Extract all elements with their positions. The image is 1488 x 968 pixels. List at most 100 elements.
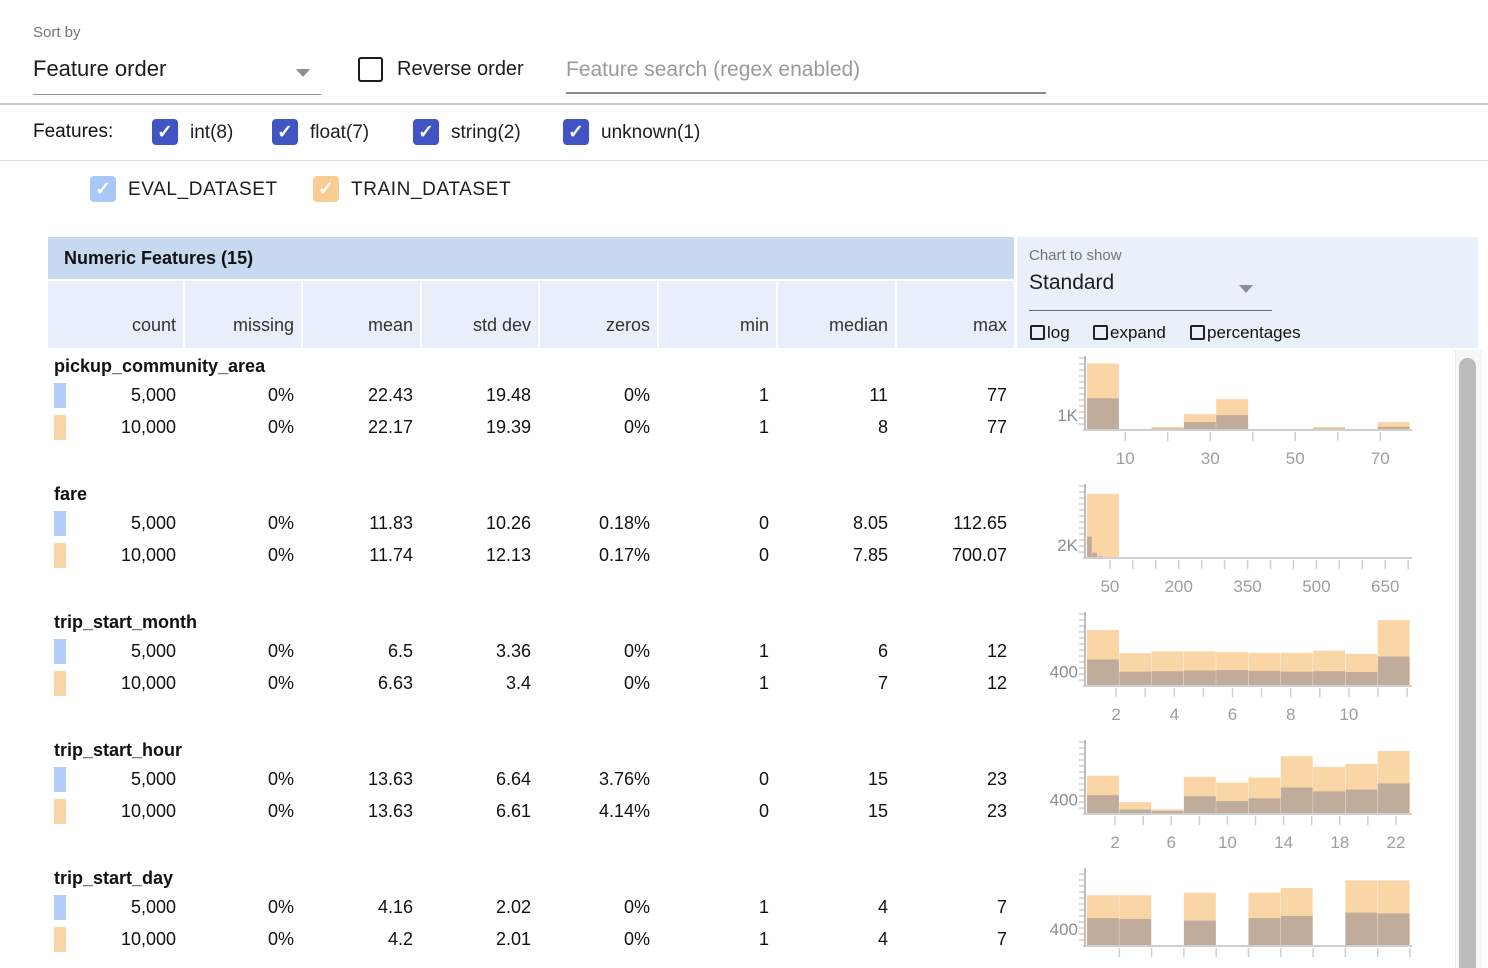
stat-value: 77 xyxy=(986,417,1007,437)
stat-value: 7.85 xyxy=(852,545,888,565)
chevron-down-icon[interactable] xyxy=(296,69,310,77)
hist-bar-eval xyxy=(1119,671,1152,686)
hist-bar-eval xyxy=(1377,656,1410,686)
stat-value: 700.07 xyxy=(951,545,1007,565)
vertical-scrollbar-thumb[interactable] xyxy=(1459,358,1476,968)
hist-bar-eval xyxy=(1119,809,1152,814)
stat-value: 0% xyxy=(267,673,294,693)
sort-by-label: Sort by xyxy=(33,24,81,41)
stat-value: 22.43 xyxy=(367,385,413,405)
histogram-trip_start_month: 400 2 4 6 8 10 xyxy=(1050,612,1412,724)
stat-value: 13.63 xyxy=(367,801,413,821)
feature-name: trip_start_month xyxy=(54,612,198,632)
hist-bar-train xyxy=(1280,652,1313,686)
stat-value: 12 xyxy=(986,641,1007,661)
stat-value: 3.36 xyxy=(495,641,531,661)
hist-bar-eval xyxy=(1377,783,1410,814)
chart-option-label: percentages xyxy=(1207,323,1301,342)
stat-value: 4 xyxy=(877,929,888,949)
checkbox-checked-icon[interactable]: ✓ xyxy=(413,119,439,145)
reverse-order-label: Reverse order xyxy=(397,58,524,80)
svg-text:6: 6 xyxy=(1167,833,1176,852)
stat-value: 5,000 xyxy=(130,385,176,405)
stat-value: 2.02 xyxy=(495,897,531,917)
feature-type-filter-label: float(7) xyxy=(310,122,370,143)
train-dataset-marker xyxy=(54,927,66,952)
stat-value: 11 xyxy=(869,385,888,405)
train-stats-row: 10,000 0% 22.17 19.39 0% 1 8 77 xyxy=(48,415,1014,441)
hist-bar-eval xyxy=(1345,672,1378,686)
histogram-trip_start_day: 400 xyxy=(1050,868,1412,957)
stat-value: 112.65 xyxy=(953,513,1007,533)
hist-bar-eval xyxy=(1087,398,1119,430)
hist-bar-eval xyxy=(1216,670,1249,686)
hist-bar-train xyxy=(1280,888,1313,946)
check-icon: ✓ xyxy=(95,178,111,200)
stat-value: 23 xyxy=(986,769,1007,789)
svg-text:8: 8 xyxy=(1286,705,1295,724)
eval-stats-row: 5,000 0% 13.63 6.64 3.76% 0 15 23 xyxy=(48,767,1014,793)
stat-value: 0% xyxy=(267,545,294,565)
stat-value: 0% xyxy=(623,673,650,693)
chart-option-checkbox[interactable] xyxy=(1093,325,1108,340)
checkbox-checked-icon[interactable]: ✓ xyxy=(563,119,589,145)
dataset-checkbox[interactable]: ✓ xyxy=(313,176,339,202)
hist-bar-eval xyxy=(1092,552,1097,558)
hist-bar-train xyxy=(1087,630,1119,686)
column-header-min: min xyxy=(659,281,776,348)
check-icon: ✓ xyxy=(418,121,434,143)
feature-type-filter-label: string(2) xyxy=(451,122,521,143)
stat-value: 13.63 xyxy=(367,769,413,789)
stat-value: 15 xyxy=(867,801,888,821)
chevron-down-icon[interactable] xyxy=(1239,285,1253,293)
stat-value: 11.83 xyxy=(369,513,413,533)
chart-type-dropdown[interactable]: Standard xyxy=(1029,271,1115,294)
chart-controls-panel: Chart to show Standard log expand percenta… xyxy=(1017,237,1478,348)
stat-value: 5,000 xyxy=(130,769,176,789)
column-header-count: count xyxy=(48,281,183,348)
histogram-trip_start_hour: 400 2 6 10 14 18 22 xyxy=(1050,740,1412,852)
stat-value: 12 xyxy=(986,673,1007,693)
column-header-max: max xyxy=(897,281,1014,348)
stat-value: 22.17 xyxy=(367,417,413,437)
hist-bar-eval xyxy=(1345,789,1378,814)
hist-bar-eval xyxy=(1248,670,1281,686)
stat-value: 10,000 xyxy=(120,673,176,693)
stat-value: 7 xyxy=(996,897,1007,917)
checkbox-checked-icon[interactable]: ✓ xyxy=(152,119,178,145)
stat-value: 10,000 xyxy=(120,417,176,437)
chart-option-checkbox[interactable] xyxy=(1030,325,1045,340)
svg-text:70: 70 xyxy=(1371,449,1390,468)
hist-bar-eval xyxy=(1087,795,1119,814)
stat-value: 1 xyxy=(758,897,769,917)
stat-value: 6.61 xyxy=(495,801,531,821)
hist-bar-eval xyxy=(1151,811,1184,814)
feature-search-input[interactable]: Feature search (regex enabled) xyxy=(566,58,861,81)
stat-value: 6.64 xyxy=(495,769,531,789)
chart-option-checkbox[interactable] xyxy=(1190,325,1205,340)
sort-by-underline xyxy=(33,94,321,95)
svg-text:30: 30 xyxy=(1201,449,1220,468)
checkbox-checked-icon[interactable]: ✓ xyxy=(272,119,298,145)
stat-value: 5,000 xyxy=(130,897,176,917)
stat-value: 1 xyxy=(758,929,769,949)
stat-value: 2.01 xyxy=(495,929,531,949)
hist-bar-train xyxy=(1151,651,1184,686)
hist-bar-train xyxy=(1216,782,1249,814)
stat-value: 1 xyxy=(758,641,769,661)
column-header-zeros: zeros xyxy=(540,281,657,348)
hist-bar-eval xyxy=(1377,426,1410,430)
stat-value: 0% xyxy=(267,801,294,821)
hist-bar-train xyxy=(1248,652,1281,686)
dataset-checkbox[interactable]: ✓ xyxy=(90,176,116,202)
hist-bar-train xyxy=(1313,766,1345,814)
stat-value: 0% xyxy=(623,417,650,437)
svg-text:1K: 1K xyxy=(1057,406,1078,425)
reverse-order-checkbox[interactable] xyxy=(358,57,383,82)
sort-by-dropdown[interactable]: Feature order xyxy=(33,56,167,81)
stat-value: 3.4 xyxy=(505,673,531,693)
feature-type-filter-label: unknown(1) xyxy=(601,122,701,143)
stat-value: 7 xyxy=(877,673,888,693)
stat-value: 8.05 xyxy=(852,513,888,533)
